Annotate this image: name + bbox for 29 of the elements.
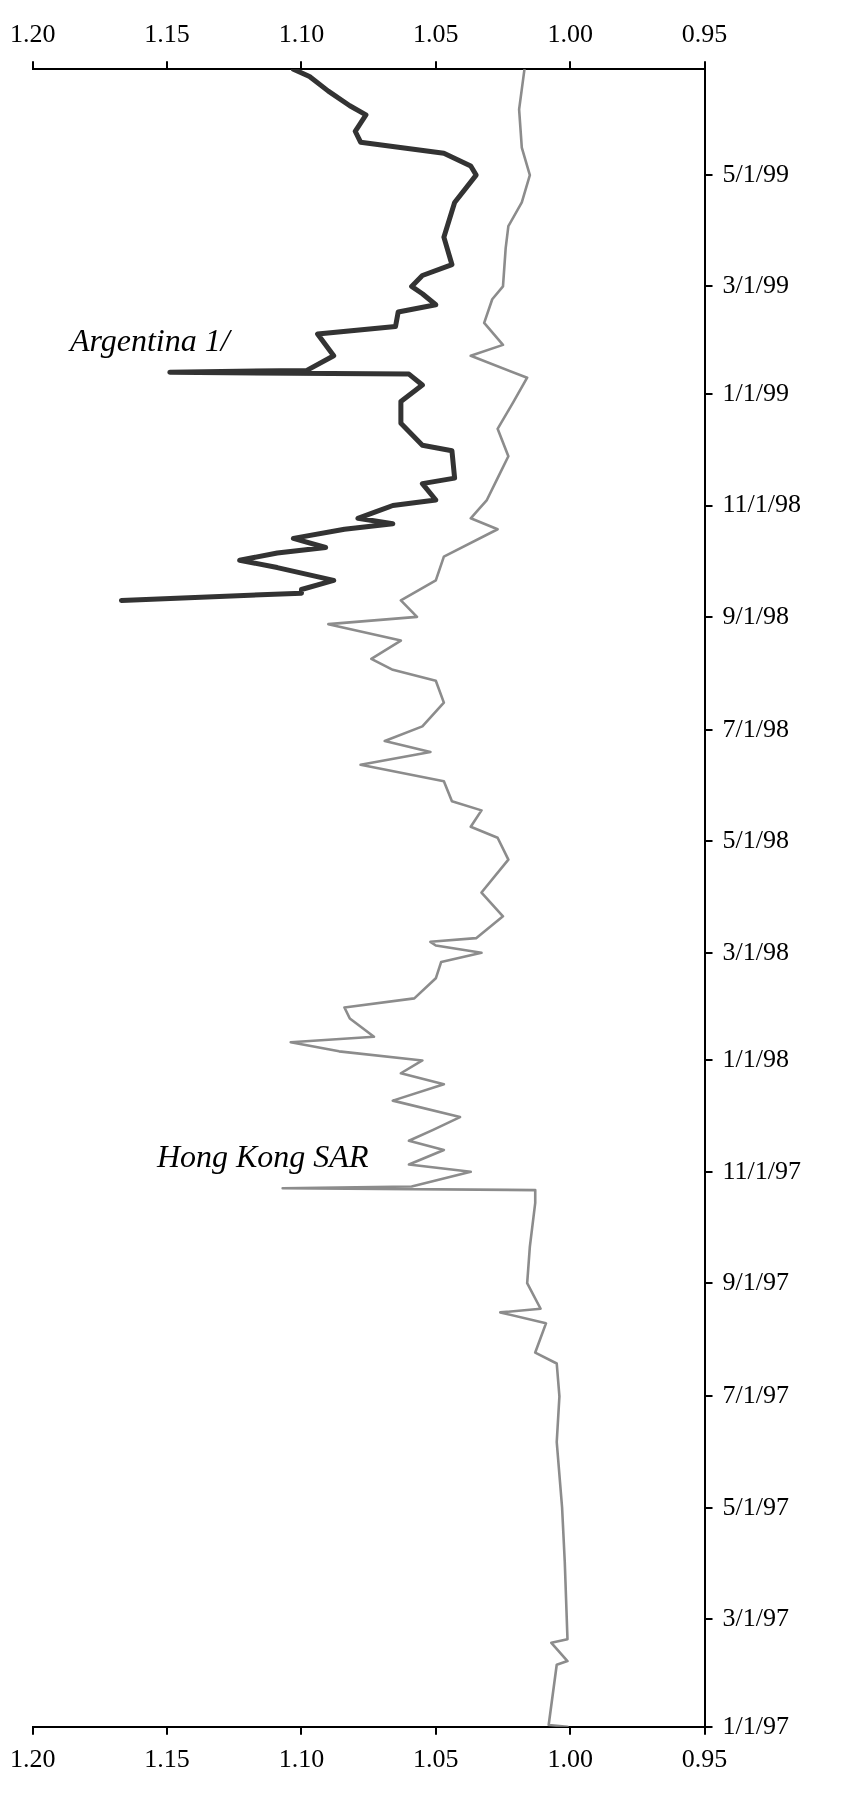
y-tick-label: 5/1/98: [722, 825, 789, 855]
y-tick-label: 11/1/98: [722, 489, 801, 519]
y-tick-label: 1/1/99: [722, 377, 789, 407]
x2-tick-label: 1.05: [413, 19, 459, 49]
y-tick-label: 1/1/98: [722, 1044, 789, 1074]
y-tick-label: 3/1/99: [722, 270, 789, 300]
y-tick-label: 11/1/97: [722, 1155, 801, 1185]
x2-tick-label: 1.00: [547, 19, 593, 49]
x2-tick-label: 1.10: [278, 19, 325, 49]
x-tick-label: 1.15: [144, 1744, 190, 1774]
x2-tick-label: 0.95: [681, 19, 728, 49]
y-tick-label: 5/1/97: [722, 1491, 789, 1521]
x-tick-label: 1.05: [413, 1744, 459, 1774]
y-tick-label: 7/1/97: [722, 1380, 789, 1410]
series-label: Hong Kong SAR: [155, 1137, 369, 1174]
x-tick-label: 1.10: [278, 1744, 325, 1774]
y-tick-label: 9/1/97: [722, 1267, 789, 1297]
x2-tick-label: 1.20: [10, 19, 56, 49]
series-label: Argentina 1/: [67, 321, 233, 358]
y-tick-label: 7/1/98: [722, 713, 789, 743]
x-tick-label: 0.95: [681, 1744, 728, 1774]
y-tick-label: 9/1/98: [722, 600, 789, 630]
y-tick-label: 3/1/97: [722, 1602, 789, 1632]
x-tick-label: 1.00: [547, 1744, 593, 1774]
y-tick-label: 1/1/97: [722, 1710, 789, 1740]
y-tick-label: 5/1/99: [722, 158, 789, 188]
x-tick-label: 1.20: [10, 1744, 56, 1774]
x2-tick-label: 1.15: [144, 19, 190, 49]
y-tick-label: 3/1/98: [722, 936, 789, 966]
